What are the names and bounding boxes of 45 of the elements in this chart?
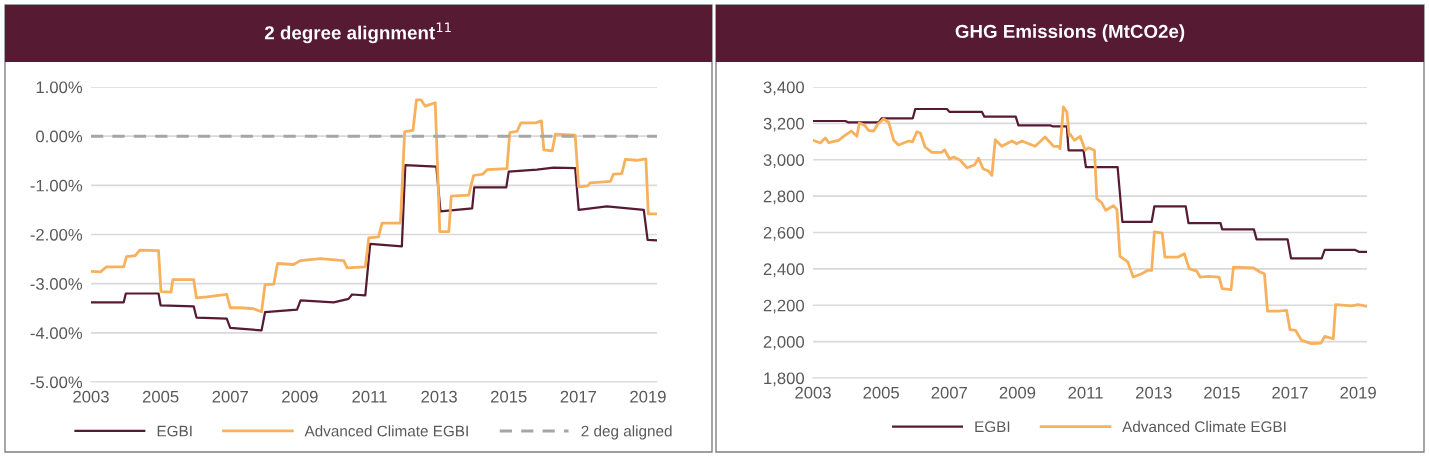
x-tick-label: 2019 [1340,386,1376,399]
y-tick-label: -1.00% [30,179,83,192]
line-series [91,164,657,332]
line-series [813,105,1367,346]
x-tick-label: 2013 [421,390,457,403]
y-tick-label: -2.00% [30,228,83,241]
x-tick-label: 2015 [491,390,527,403]
y-tick-label: -3.00% [30,278,83,290]
x-tick-label: 2003 [73,390,109,403]
x-tick-label: 2015 [1204,386,1240,399]
x-tick-label: 2011 [352,390,387,403]
y-tick-label: 2,800 [763,190,805,205]
x-tick-label: 2003 [795,386,831,399]
chart-title: 2 degree alignment$^{11}$ [264,22,451,44]
y-tick-label: -5.00% [30,376,83,389]
x-tick-label: 2011 [1068,386,1103,399]
y-tick-label: -4.00% [30,327,83,340]
x-tick-label: 2009 [282,390,318,403]
legend-label: 2 deg aligned [581,425,672,440]
legend-label: Advanced Climate EGBI [304,425,468,437]
x-tick-label: 2005 [863,386,899,399]
x-tick-label: 2005 [142,390,179,403]
x-tick-label: 2013 [1136,386,1172,399]
line-series [813,107,1367,260]
legend-label: EGBI [157,425,192,437]
x-tick-label: 2009 [999,386,1036,399]
chart-title: GHG Emissions (MtCO2e) [955,24,1185,42]
y-tick-label: 3,400 [763,81,805,96]
y-tick-label: 0.00% [36,130,83,143]
y-tick-label: 1.00% [36,81,83,94]
x-tick-label: 2007 [931,386,967,399]
legend-label: EGBI [975,421,1010,433]
x-tick-label: 2017 [1272,386,1308,399]
y-tick-label: 2,000 [763,336,805,350]
legend-label: Advanced Climate EGBI [1122,420,1286,433]
x-tick-label: 2019 [630,390,666,403]
y-tick-label: 1,800 [764,372,805,387]
y-tick-label: 3,000 [763,154,805,168]
y-tick-label: 2,200 [763,299,805,314]
x-tick-label: 2007 [212,390,248,403]
y-tick-label: 3,200 [763,117,805,132]
line-series [91,98,657,314]
y-tick-label: 2,600 [763,226,805,241]
x-tick-label: 2017 [560,390,597,403]
y-tick-label: 2,400 [763,263,805,278]
